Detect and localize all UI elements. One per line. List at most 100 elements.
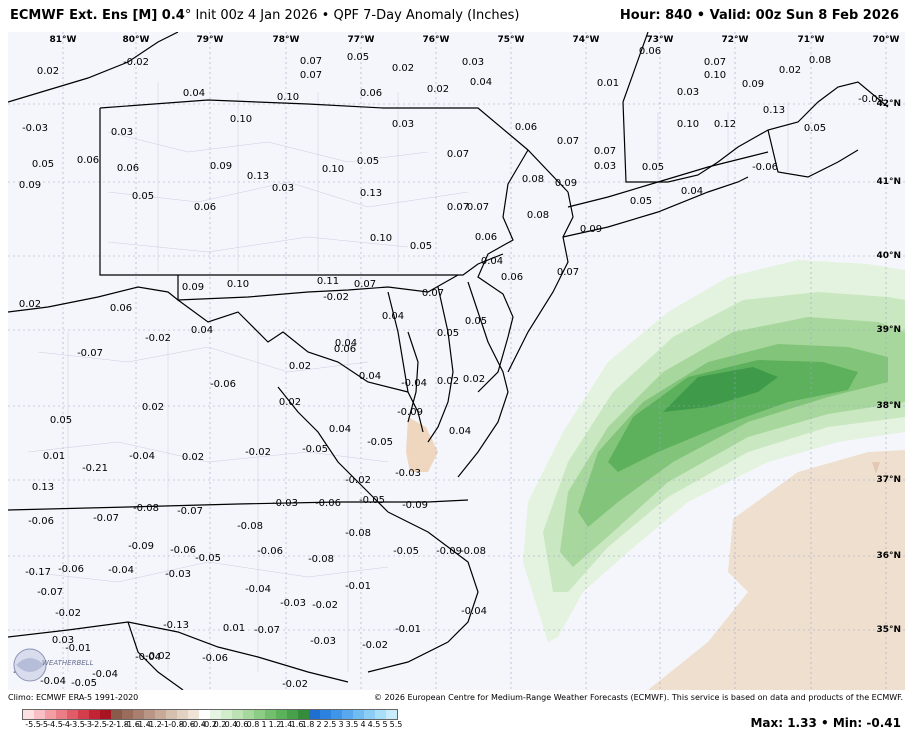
colorbar-tick: 2: [316, 720, 322, 729]
init-text: ° Init 00z 4 Jan 2026 • QPF 7-Day Anomal…: [184, 8, 520, 23]
tan-region-offshore: [648, 450, 905, 690]
colorbar-swatch: [34, 710, 45, 719]
anomaly-value: 0.05: [409, 241, 433, 252]
anomaly-value: 0.04: [328, 424, 352, 435]
anomaly-value: 0.02: [436, 376, 460, 387]
va-nc-border: [8, 499, 469, 511]
map-svg: [8, 32, 905, 690]
colorbar-swatch: [89, 710, 100, 719]
colorbar-tick: 0.8: [246, 720, 260, 729]
anomaly-value: -0.07: [177, 506, 203, 517]
colorbar-tick: -3.5: [69, 720, 85, 729]
anomaly-value: 0.07: [703, 57, 727, 68]
colorbar-tick: -5.5: [25, 720, 41, 729]
lon-label: 78°W: [272, 35, 300, 45]
anomaly-value: -0.02: [55, 608, 81, 619]
anomaly-value: -0.04: [40, 676, 66, 687]
anomaly-value: 0.05: [49, 415, 73, 426]
anomaly-value: -0.06: [202, 653, 228, 664]
max-min: Max: 1.33 • Min: -0.41: [750, 716, 901, 730]
chart-title: ECMWF Ext. Ens [M] 0.4° Init 00z 4 Jan 2…: [10, 8, 519, 23]
colorbar-tick: -3: [84, 720, 92, 729]
anomaly-value: 0.08: [521, 174, 545, 185]
anomaly-value: 0.07: [299, 70, 323, 81]
anomaly-value: 0.06: [474, 232, 498, 243]
colorbar-swatch: [265, 710, 276, 719]
anomaly-value: -0.05: [195, 553, 221, 564]
potomac: [407, 331, 419, 423]
colorbar-swatch: [353, 710, 364, 719]
anomaly-value: 0.02: [391, 63, 415, 74]
anomaly-value: 0.09: [18, 180, 42, 191]
anomaly-value: 0.10: [703, 70, 727, 81]
logo-text: WEATHERBELL: [42, 659, 94, 667]
anomaly-value: 0.01: [596, 78, 620, 89]
anomaly-value: -0.01: [65, 643, 91, 654]
lon-label: 76°W: [422, 35, 450, 45]
header: ECMWF Ext. Ens [M] 0.4° Init 00z 4 Jan 2…: [0, 0, 913, 32]
lat-label: 39°N: [876, 325, 901, 335]
colorbar-swatch: [243, 710, 254, 719]
colorbar-swatch: [122, 710, 133, 719]
anomaly-value: 0.05: [436, 328, 460, 339]
anomaly-value: -0.21: [82, 463, 108, 474]
anomaly-value: -0.01: [395, 624, 421, 635]
anomaly-value: -0.13: [163, 620, 189, 631]
anomaly-value: 0.04: [480, 256, 504, 267]
anomaly-value: -0.05: [858, 94, 884, 105]
anomaly-value: -0.02: [282, 679, 308, 690]
colorbar-swatch: [276, 710, 287, 719]
anomaly-value: -0.02: [123, 57, 149, 68]
lon-label: 73°W: [646, 35, 674, 45]
lake-ontario-shore: [8, 32, 179, 103]
anomaly-value: 0.13: [31, 482, 55, 493]
anomaly-value: 0.02: [462, 374, 486, 385]
anomaly-value: 0.05: [641, 162, 665, 173]
anomaly-value: 0.07: [466, 202, 490, 213]
anomaly-value: -0.08: [345, 528, 371, 539]
anomaly-value: -0.08: [460, 546, 486, 557]
anomaly-value: 0.02: [278, 397, 302, 408]
anomaly-value: 0.06: [359, 88, 383, 99]
anomaly-value: -0.02: [245, 447, 271, 458]
colorbar-swatch: [210, 710, 221, 719]
ri-ma-coast: [767, 129, 859, 178]
colorbar-tick: -1.4: [135, 720, 151, 729]
lon-label: 81°W: [49, 35, 77, 45]
lat-label: 37°N: [876, 475, 901, 485]
ny-pa-north: [99, 99, 569, 193]
boundaries: [8, 32, 889, 690]
anomaly-value: 0.05: [464, 316, 488, 327]
anomaly-value: 0.07: [446, 149, 470, 160]
md-line: [177, 274, 459, 301]
anomaly-value: 0.08: [526, 210, 550, 221]
colorbar-tick: 0.6: [235, 720, 249, 729]
negative-anomaly-shading: [406, 417, 905, 690]
anomaly-value: -0.07: [93, 513, 119, 524]
anomaly-value: 0.09: [579, 224, 603, 235]
anomaly-value: 0.02: [181, 452, 205, 463]
colorbar-tick: 4.5: [367, 720, 381, 729]
colorbar-tick: -1: [161, 720, 169, 729]
anomaly-value: -0.09: [436, 546, 462, 557]
colorbar-tick: 5: [382, 720, 388, 729]
anomaly-value: -0.06: [315, 498, 341, 509]
anomaly-value: 0.04: [381, 311, 405, 322]
nc-sc-border: [8, 621, 349, 683]
colorbar: [22, 709, 398, 720]
anomaly-value: 0.10: [226, 279, 250, 290]
colorbar-tick: 4: [360, 720, 366, 729]
colorbar-swatch: [166, 710, 177, 719]
anomaly-value: -0.02: [323, 292, 349, 303]
anomaly-value: -0.04: [461, 606, 487, 617]
lon-label: 72°W: [721, 35, 749, 45]
long-island: [562, 176, 749, 238]
anomaly-value: -0.04: [129, 451, 155, 462]
colorbar-tick: -1.2: [146, 720, 162, 729]
anomaly-value: -0.06: [210, 379, 236, 390]
colorbar-swatch: [221, 710, 232, 719]
tan-region-coast: [406, 417, 438, 472]
anomaly-value: 0.09: [741, 79, 765, 90]
va-rivers: [277, 386, 389, 513]
chesapeake-west: [387, 291, 424, 433]
